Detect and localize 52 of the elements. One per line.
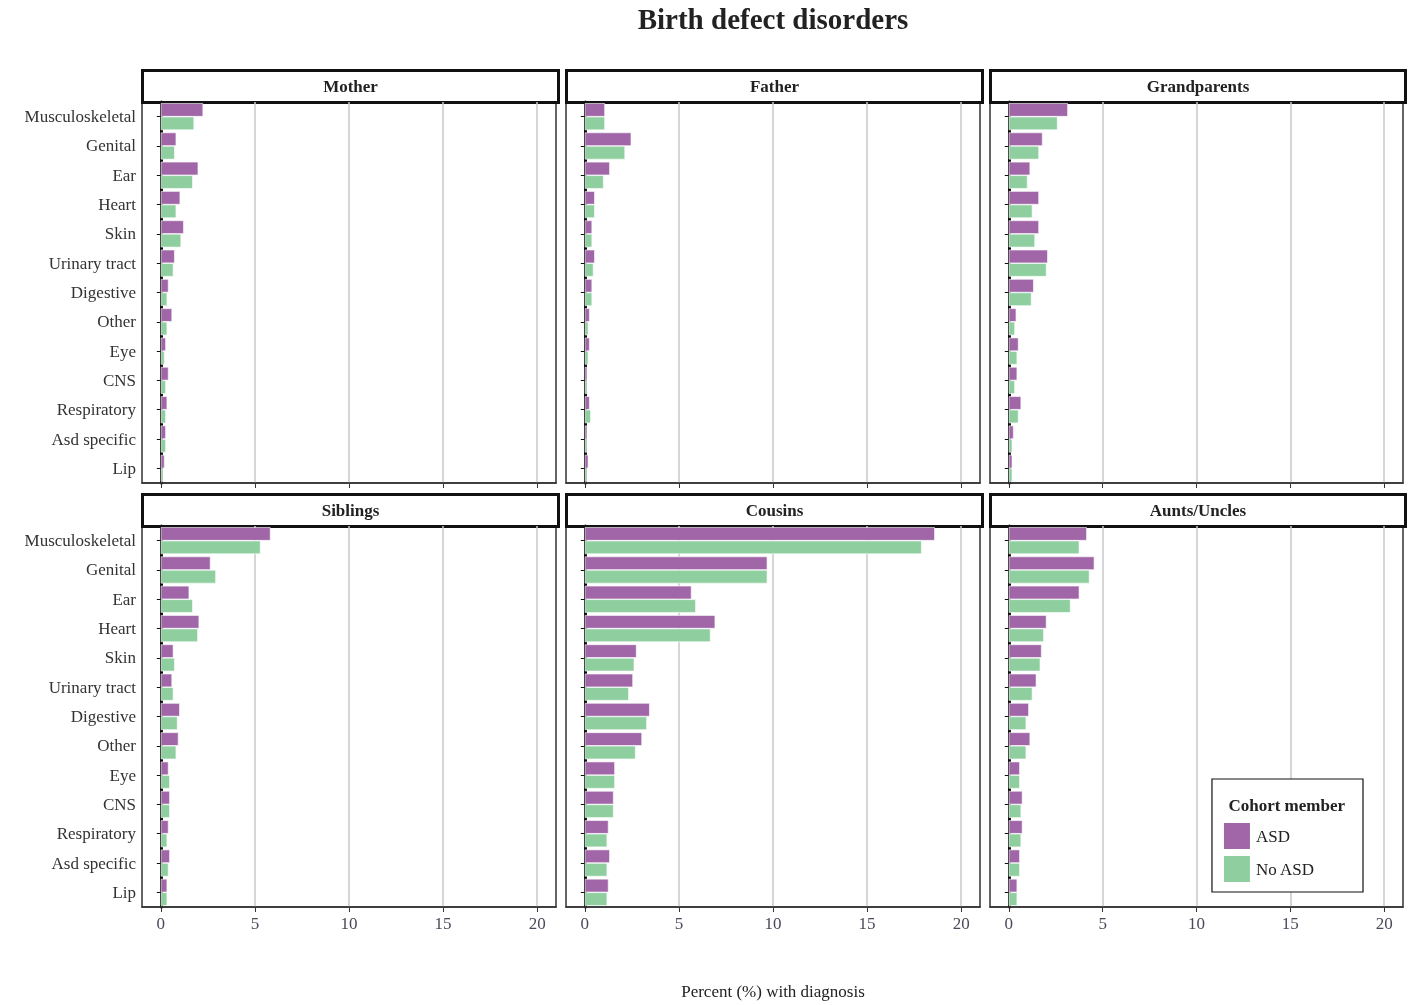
- chart-subtitle: Father: [749, 77, 800, 96]
- x-tick-label: 10: [1188, 914, 1205, 933]
- y-tick-label: CNS: [102, 370, 136, 390]
- y-tick-label: Other: [97, 312, 137, 332]
- y-tick-label: Lip: [112, 458, 136, 478]
- x-tick-label: 0: [580, 914, 590, 933]
- y-tick-label: Heart: [98, 619, 137, 639]
- y-tick-label: Skin: [104, 224, 137, 244]
- y-tick-label: Eye: [109, 341, 136, 361]
- y-tick-label: Ear: [112, 165, 137, 185]
- legend-title: Cohort member: [1228, 796, 1346, 815]
- y-tick-label: Heart: [98, 195, 137, 215]
- x-tick-label: 15: [434, 914, 452, 933]
- x-tick-label: 20: [1375, 914, 1393, 933]
- x-tick-label: 15: [858, 914, 876, 933]
- y-tick-label: Eye: [109, 765, 136, 785]
- chart-subtitle: Grandparents: [1146, 77, 1250, 96]
- x-tick-label: 10: [340, 914, 358, 933]
- y-tick-label: Genital: [85, 136, 137, 156]
- x-axis-title: Percent (%) with diagnosis: [681, 982, 865, 1001]
- y-tick-label: Urinary tract: [48, 253, 137, 273]
- y-tick-label: Respiratory: [56, 824, 137, 844]
- legend-label: No ASD: [1255, 859, 1315, 879]
- x-tick-label: 5: [674, 914, 684, 933]
- x-tick-label: 0: [156, 914, 166, 933]
- chart-subtitle: Siblings: [321, 501, 380, 520]
- y-tick-label: Asd specific: [51, 853, 137, 873]
- y-tick-label: Urinary tract: [48, 677, 137, 697]
- chart-subtitle: Cousins: [745, 501, 804, 520]
- y-tick-label: Ear: [112, 589, 137, 609]
- y-tick-label: Digestive: [70, 283, 136, 302]
- x-tick-label: 20: [528, 914, 546, 933]
- x-tick-label: 15: [1281, 914, 1299, 933]
- y-tick-label: Digestive: [70, 707, 136, 726]
- chart-subtitle: Mother: [323, 77, 379, 96]
- chart-title: Birth defect disorders: [637, 2, 909, 35]
- legend-label: ASD: [1255, 826, 1290, 846]
- y-tick-label: Musculoskeletal: [24, 107, 137, 127]
- y-tick-label: Lip: [112, 882, 136, 902]
- x-tick-label: 0: [1004, 914, 1014, 933]
- y-tick-label: Genital: [85, 560, 137, 580]
- y-tick-label: Respiratory: [56, 400, 137, 420]
- x-tick-label: 5: [1098, 914, 1107, 933]
- y-tick-label: Musculoskeletal: [24, 531, 137, 551]
- chart-subtitle: Aunts/Uncles: [1149, 501, 1247, 520]
- y-tick-label: Asd specific: [51, 429, 137, 449]
- y-tick-label: Skin: [104, 648, 137, 668]
- x-tick-label: 10: [764, 914, 782, 933]
- x-tick-label: 5: [250, 914, 260, 933]
- x-tick-label: 20: [952, 914, 970, 933]
- y-tick-label: Other: [97, 736, 137, 756]
- y-tick-label: CNS: [102, 794, 136, 814]
